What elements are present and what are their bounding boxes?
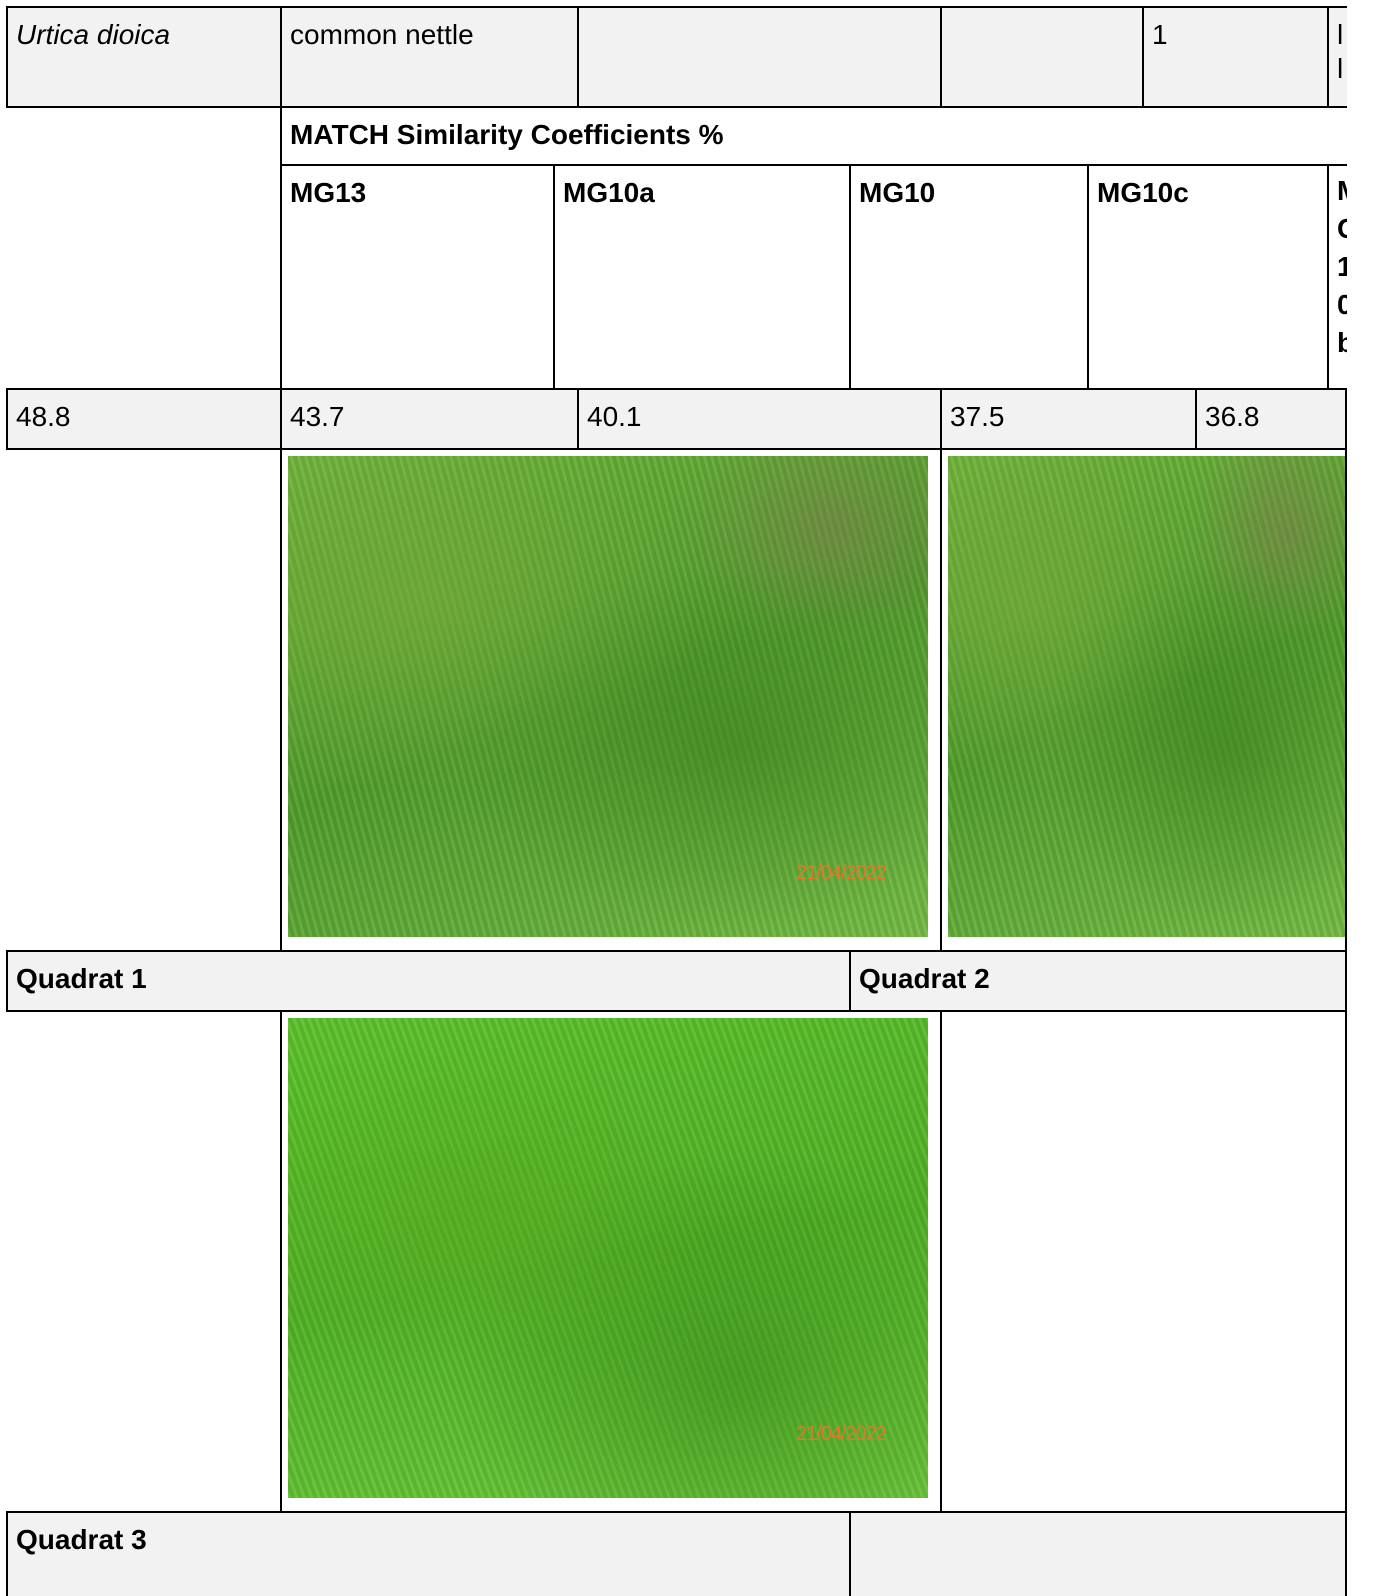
truncated-line: l [1337,53,1344,84]
quadrat-photo: 21/04/2022 [288,456,928,937]
coefficient: 40.1 [577,388,942,450]
community: MG10a [553,164,851,390]
quadrat-photo: 21/04/2022 [288,1018,928,1498]
community: MG10 [849,164,1089,390]
common-name: common nettle [280,6,579,108]
community: MG10c [1087,164,1329,390]
quadrat-label: Quadrat 1 [6,950,851,1012]
quadrat-label: Quadrat 3 [6,1511,851,1596]
truncated-line: l [1337,19,1344,50]
quadrat-photo [948,456,1345,937]
quadrat-label: Quadrat 2 [849,950,1347,1012]
coefficient: 48.8 [6,388,282,450]
community: MG13 [280,164,555,390]
margin [1347,0,1375,1596]
coefficient: 43.7 [280,388,579,450]
coefficient: 37.5 [940,388,1197,450]
empty-cell [940,1010,1347,1513]
date-stamp: 21/04/2022 [795,862,887,884]
date-stamp: 21/04/2022 [795,1423,887,1445]
empty-cell [940,6,1144,108]
coefficient: 36.8 [1195,388,1347,450]
empty-cell [849,1511,1347,1596]
empty-cell [577,6,942,108]
scientific-name: Urtica dioica [6,6,282,108]
count: 1 [1142,6,1329,108]
match-title: MATCH Similarity Coefficients % [280,106,1375,166]
